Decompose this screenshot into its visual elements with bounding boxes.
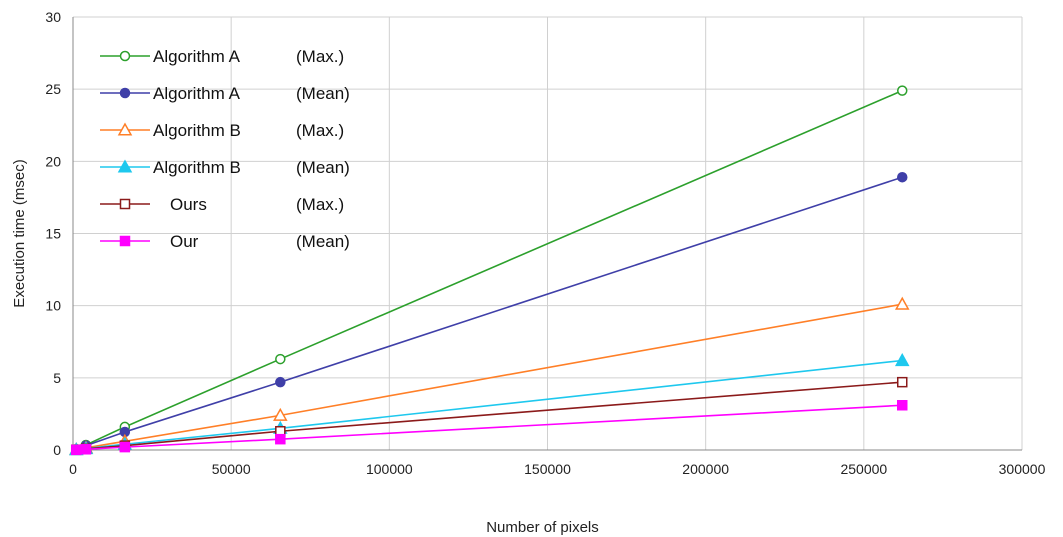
legend-series-name: Algorithm A	[153, 84, 241, 103]
data-point	[896, 171, 908, 183]
legend-series-name: Algorithm B	[153, 121, 241, 140]
data-point	[119, 441, 131, 453]
legend-series-stat: (Mean)	[296, 158, 350, 177]
x-tick-label: 150000	[524, 461, 571, 477]
legend-marker	[119, 87, 131, 99]
series-line	[76, 404, 903, 451]
series-layer	[68, 85, 910, 456]
legend-series-name: Algorithm A	[153, 47, 241, 66]
series-line	[76, 359, 903, 451]
legend-item: Our (Mean)	[100, 232, 350, 251]
legend-series-stat: (Max.)	[296, 47, 344, 66]
y-tick-label: 5	[53, 370, 61, 386]
legend-series-stat: (Max.)	[296, 195, 344, 214]
legend: Algorithm A (Max.)Algorithm A (Mean)Algori…	[100, 47, 350, 251]
series-0	[70, 85, 908, 455]
data-point	[273, 407, 288, 421]
x-tick-label: 100000	[366, 461, 413, 477]
y-tick-label: 30	[45, 9, 61, 25]
legend-series-stat: (Mean)	[296, 84, 350, 103]
x-tick-label: 200000	[682, 461, 729, 477]
y-tick-label: 10	[45, 298, 61, 314]
series-2	[68, 296, 910, 456]
y-axis-title: Execution time (msec)	[11, 159, 28, 307]
y-tick-label: 20	[45, 153, 61, 169]
y-tick-label: 0	[53, 442, 61, 458]
legend-marker	[119, 50, 131, 62]
series-line	[76, 381, 903, 451]
legend-item: Algorithm B (Max.)	[100, 121, 344, 140]
legend-series-stat: (Max.)	[296, 121, 344, 140]
legend-item: Algorithm B (Mean)	[100, 158, 350, 177]
legend-series-name: Ours	[170, 195, 207, 214]
data-point	[80, 444, 92, 455]
data-point	[275, 433, 286, 445]
axes: 0 50000 100000 150000 200000 250000 300000 0 5 10…	[45, 9, 1045, 477]
data-point	[896, 376, 908, 388]
y-tick-label: 25	[45, 81, 61, 97]
legend-marker	[119, 235, 131, 247]
legend-item: Ours (Max.)	[100, 195, 344, 214]
data-point	[275, 376, 286, 388]
data-point	[70, 444, 82, 456]
grid	[72, 16, 1023, 451]
y-tick-label: 15	[45, 226, 61, 242]
x-tick-label: 0	[69, 461, 77, 477]
x-tick-label: 300000	[999, 461, 1046, 477]
legend-series-name: Our	[170, 232, 199, 251]
data-point	[275, 353, 286, 365]
series-line	[75, 89, 903, 451]
data-point	[896, 85, 908, 96]
legend-item: Algorithm A (Mean)	[100, 84, 350, 103]
legend-item: Algorithm A (Max.)	[100, 47, 344, 66]
x-tick-label: 250000	[840, 461, 887, 477]
legend-series-stat: (Mean)	[296, 232, 350, 251]
data-point	[896, 400, 908, 411]
legend-marker	[117, 159, 133, 173]
data-point	[894, 352, 910, 367]
series-line	[75, 176, 903, 451]
legend-marker	[117, 122, 133, 136]
legend-marker	[119, 198, 131, 210]
data-point	[894, 296, 910, 310]
legend-series-name: Algorithm B	[153, 158, 241, 177]
x-tick-label: 50000	[212, 461, 251, 477]
series-5	[70, 400, 908, 456]
x-axis-title: Number of pixels	[486, 519, 599, 536]
